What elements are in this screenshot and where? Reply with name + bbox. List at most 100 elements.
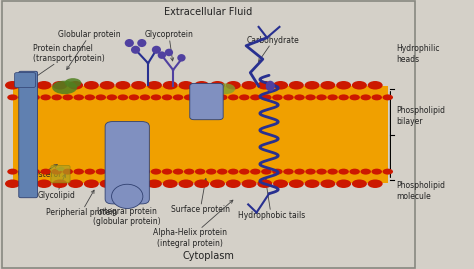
Ellipse shape bbox=[18, 169, 29, 175]
Ellipse shape bbox=[217, 94, 228, 100]
Ellipse shape bbox=[68, 179, 83, 188]
Ellipse shape bbox=[368, 81, 383, 90]
Ellipse shape bbox=[21, 179, 36, 188]
Ellipse shape bbox=[194, 179, 209, 188]
Ellipse shape bbox=[383, 94, 393, 100]
Ellipse shape bbox=[96, 94, 106, 100]
Ellipse shape bbox=[352, 81, 367, 90]
Text: Peripherial protein: Peripherial protein bbox=[46, 190, 117, 217]
Ellipse shape bbox=[7, 169, 18, 175]
Ellipse shape bbox=[128, 169, 139, 175]
Ellipse shape bbox=[210, 179, 225, 188]
Ellipse shape bbox=[52, 81, 77, 94]
Ellipse shape bbox=[96, 169, 106, 175]
Ellipse shape bbox=[184, 94, 194, 100]
Text: Protein channel
(transport protein): Protein channel (transport protein) bbox=[33, 44, 105, 79]
Ellipse shape bbox=[206, 169, 217, 175]
Ellipse shape bbox=[372, 94, 382, 100]
Bar bbox=[12, 86, 388, 183]
Ellipse shape bbox=[131, 81, 146, 90]
Text: Globular protein: Globular protein bbox=[58, 30, 121, 70]
Ellipse shape bbox=[210, 81, 225, 90]
Text: Hydrophobic tails: Hydrophobic tails bbox=[237, 179, 305, 220]
Ellipse shape bbox=[226, 179, 241, 188]
Ellipse shape bbox=[107, 94, 117, 100]
Ellipse shape bbox=[52, 179, 67, 188]
Text: Phospholipid
bilayer: Phospholipid bilayer bbox=[396, 106, 445, 126]
Ellipse shape bbox=[283, 94, 294, 100]
Ellipse shape bbox=[239, 94, 249, 100]
Ellipse shape bbox=[250, 94, 261, 100]
Ellipse shape bbox=[173, 169, 183, 175]
Ellipse shape bbox=[305, 169, 316, 175]
Ellipse shape bbox=[336, 179, 351, 188]
Text: Surface protein: Surface protein bbox=[171, 179, 230, 214]
Ellipse shape bbox=[257, 179, 272, 188]
Ellipse shape bbox=[194, 81, 209, 90]
Ellipse shape bbox=[64, 78, 82, 88]
Ellipse shape bbox=[84, 81, 99, 90]
Ellipse shape bbox=[118, 94, 128, 100]
Ellipse shape bbox=[107, 169, 117, 175]
Ellipse shape bbox=[152, 46, 161, 54]
Ellipse shape bbox=[215, 83, 235, 94]
Ellipse shape bbox=[273, 81, 288, 90]
Text: Hydrophilic
heads: Hydrophilic heads bbox=[396, 44, 440, 64]
Ellipse shape bbox=[272, 94, 283, 100]
Ellipse shape bbox=[239, 169, 249, 175]
Ellipse shape bbox=[195, 94, 205, 100]
Ellipse shape bbox=[352, 179, 367, 188]
Ellipse shape bbox=[140, 169, 150, 175]
FancyBboxPatch shape bbox=[105, 122, 149, 204]
Ellipse shape bbox=[52, 81, 67, 90]
Ellipse shape bbox=[158, 51, 166, 59]
Ellipse shape bbox=[250, 169, 261, 175]
Ellipse shape bbox=[228, 169, 238, 175]
Ellipse shape bbox=[178, 179, 193, 188]
Ellipse shape bbox=[63, 169, 73, 175]
Ellipse shape bbox=[5, 81, 20, 90]
Ellipse shape bbox=[294, 94, 305, 100]
Ellipse shape bbox=[338, 94, 349, 100]
Text: Alpha-Helix protein
(integral protein): Alpha-Helix protein (integral protein) bbox=[153, 200, 233, 248]
FancyBboxPatch shape bbox=[19, 71, 37, 198]
Ellipse shape bbox=[206, 94, 217, 100]
Text: Phospholipid
molecule: Phospholipid molecule bbox=[396, 181, 445, 201]
Ellipse shape bbox=[84, 179, 99, 188]
Ellipse shape bbox=[128, 94, 139, 100]
Ellipse shape bbox=[349, 94, 360, 100]
Ellipse shape bbox=[21, 81, 36, 90]
Ellipse shape bbox=[316, 94, 327, 100]
Ellipse shape bbox=[29, 169, 40, 175]
Ellipse shape bbox=[147, 179, 162, 188]
Ellipse shape bbox=[36, 81, 52, 90]
Ellipse shape bbox=[261, 94, 272, 100]
Ellipse shape bbox=[316, 169, 327, 175]
Ellipse shape bbox=[178, 81, 193, 90]
Ellipse shape bbox=[273, 179, 288, 188]
Ellipse shape bbox=[36, 179, 52, 188]
Ellipse shape bbox=[51, 169, 62, 175]
Ellipse shape bbox=[131, 179, 146, 188]
Ellipse shape bbox=[320, 179, 336, 188]
Ellipse shape bbox=[63, 94, 73, 100]
Ellipse shape bbox=[383, 169, 393, 175]
Ellipse shape bbox=[217, 169, 228, 175]
Ellipse shape bbox=[368, 179, 383, 188]
Ellipse shape bbox=[242, 81, 256, 90]
Ellipse shape bbox=[73, 169, 84, 175]
Ellipse shape bbox=[100, 179, 115, 188]
Ellipse shape bbox=[118, 169, 128, 175]
Ellipse shape bbox=[7, 94, 18, 100]
Ellipse shape bbox=[147, 81, 162, 90]
Ellipse shape bbox=[73, 94, 84, 100]
Ellipse shape bbox=[184, 169, 194, 175]
Ellipse shape bbox=[272, 169, 283, 175]
Ellipse shape bbox=[226, 81, 241, 90]
Ellipse shape bbox=[349, 169, 360, 175]
Ellipse shape bbox=[283, 169, 294, 175]
Text: Extracellular Fluid: Extracellular Fluid bbox=[164, 7, 253, 17]
Ellipse shape bbox=[115, 81, 130, 90]
Ellipse shape bbox=[125, 39, 134, 47]
Ellipse shape bbox=[242, 179, 256, 188]
